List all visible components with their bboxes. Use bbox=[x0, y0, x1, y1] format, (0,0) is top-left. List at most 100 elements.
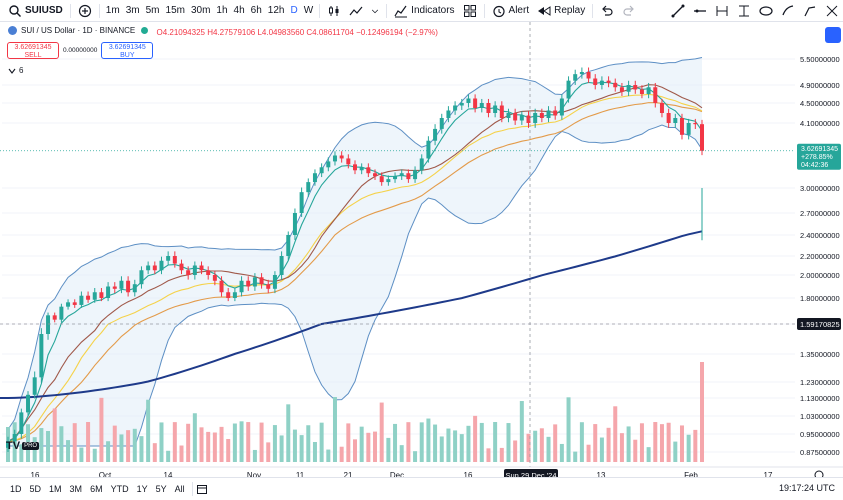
volume-bar bbox=[679, 425, 684, 462]
range-1m[interactable]: 1M bbox=[49, 484, 62, 494]
candle-body bbox=[192, 265, 197, 275]
range-5y[interactable]: 5Y bbox=[155, 484, 167, 494]
candle-body bbox=[439, 118, 444, 129]
utc-clock[interactable]: 19:17:24 UTC bbox=[778, 483, 835, 493]
chart-area[interactable]: 5.50000000 4.90000000 4.50000000 4.10000000… bbox=[0, 22, 843, 481]
candle-body bbox=[659, 103, 664, 113]
candle-body bbox=[326, 161, 331, 168]
volume-bar bbox=[486, 448, 491, 462]
timeframe-30m[interactable]: 30m bbox=[190, 5, 211, 16]
timeframe-1m[interactable]: 1m bbox=[105, 5, 120, 16]
alert-button[interactable]: Alert bbox=[488, 0, 534, 22]
volume-bar bbox=[546, 436, 551, 462]
volume-bar bbox=[566, 397, 571, 462]
brush-tool[interactable] bbox=[777, 0, 799, 22]
buy-price: 3.62691345 bbox=[108, 44, 146, 51]
candle-body bbox=[159, 260, 164, 271]
volume-bar bbox=[126, 430, 131, 462]
candle-body bbox=[279, 256, 284, 275]
range-tool[interactable] bbox=[733, 0, 755, 22]
volume-bar bbox=[459, 434, 464, 462]
range-3m[interactable]: 3M bbox=[69, 484, 83, 494]
range-all[interactable]: All bbox=[174, 484, 185, 494]
timeframe-1h[interactable]: 1h bbox=[216, 5, 228, 16]
price-chart[interactable]: 5.50000000 4.90000000 4.50000000 4.10000000… bbox=[0, 22, 843, 481]
candle-body bbox=[399, 173, 404, 177]
range-1d[interactable]: 1D bbox=[10, 484, 22, 494]
volume-bar bbox=[292, 429, 297, 462]
brush-icon bbox=[782, 4, 794, 15]
candle-body bbox=[86, 295, 91, 300]
candle-body bbox=[252, 277, 257, 287]
volume-bar bbox=[673, 441, 678, 462]
crosshair-date-text: Sun 29 Dec '24 bbox=[505, 471, 556, 477]
volume-bar bbox=[619, 433, 624, 462]
volume-bar bbox=[419, 422, 424, 462]
price-tick-label: 0.95000000 bbox=[800, 430, 840, 439]
indicators-button[interactable]: Indicators bbox=[390, 0, 458, 22]
range-1y[interactable]: 1Y bbox=[136, 484, 148, 494]
chevron-button[interactable] bbox=[367, 0, 383, 22]
timeframe-15m[interactable]: 15m bbox=[165, 5, 185, 16]
path-tool[interactable] bbox=[799, 0, 821, 22]
volume-bar bbox=[479, 422, 484, 462]
candle-body bbox=[292, 213, 297, 235]
calendar-icon[interactable] bbox=[196, 483, 208, 495]
volume-bar bbox=[519, 401, 524, 462]
volume-bar bbox=[159, 422, 164, 462]
replay-button[interactable]: Replay bbox=[533, 0, 589, 22]
volume-bar bbox=[579, 422, 584, 462]
search-icon bbox=[9, 4, 21, 17]
measure-tool[interactable] bbox=[711, 0, 733, 22]
sell-price: 3.62691345 bbox=[14, 44, 52, 51]
candle-body bbox=[46, 315, 51, 334]
compare-button[interactable] bbox=[74, 0, 96, 22]
candle-body bbox=[199, 265, 204, 271]
range-5d[interactable]: 5D bbox=[29, 484, 42, 494]
indicator-count: 6 bbox=[19, 66, 24, 75]
timeframe-12h[interactable]: 12h bbox=[267, 5, 285, 16]
redo-button[interactable] bbox=[618, 0, 640, 22]
candle-body bbox=[386, 179, 391, 183]
candle-body bbox=[106, 286, 111, 298]
candle-body bbox=[619, 87, 624, 92]
time-tick-label: 11 bbox=[296, 471, 305, 477]
timeframe-5m[interactable]: 5m bbox=[145, 5, 160, 16]
crosshair-price-tag bbox=[797, 318, 841, 330]
candle-body bbox=[172, 256, 177, 264]
volume-bar bbox=[259, 422, 264, 462]
indicators-toggle[interactable]: 6 bbox=[8, 66, 23, 75]
timeframe-D[interactable]: D bbox=[290, 5, 298, 16]
timeframe-4h[interactable]: 4h bbox=[233, 5, 245, 16]
ellipse-icon bbox=[759, 5, 773, 16]
volume-bar bbox=[533, 430, 538, 462]
range-6m[interactable]: 6M bbox=[90, 484, 103, 494]
bar-type-button[interactable] bbox=[323, 0, 345, 22]
buy-button[interactable]: 3.62691345 BUY bbox=[101, 42, 154, 59]
volume-bar bbox=[299, 435, 304, 462]
timeframe-6h[interactable]: 6h bbox=[250, 5, 262, 16]
timeframe-W[interactable]: W bbox=[303, 5, 314, 16]
layouts-button[interactable] bbox=[459, 0, 481, 22]
line-chart-button[interactable] bbox=[345, 0, 367, 22]
ellipse-tool[interactable] bbox=[755, 0, 777, 22]
sell-button[interactable]: 3.62691345 SELL bbox=[7, 42, 59, 59]
bottom-bar: 1D 5D 1M 3M 6M YTD 1Y 5Y All 19:17:24 UTC bbox=[0, 477, 843, 500]
price-tick-label: 2.70000000 bbox=[800, 209, 840, 218]
ema-yellow-line bbox=[7, 93, 703, 442]
volume-bar bbox=[192, 413, 197, 462]
symbol-search[interactable]: SUIUSD bbox=[4, 0, 67, 22]
chart-settings-icon[interactable] bbox=[825, 27, 841, 43]
volume-bar bbox=[526, 433, 531, 462]
undo-button[interactable] bbox=[596, 0, 618, 22]
horizontal-ray-tool[interactable] bbox=[689, 0, 711, 22]
candle-body bbox=[59, 306, 64, 320]
cross-tool[interactable] bbox=[821, 0, 843, 22]
candle-body bbox=[653, 87, 658, 103]
divider bbox=[191, 482, 193, 496]
trend-line-tool[interactable] bbox=[667, 0, 689, 22]
timeframe-3m[interactable]: 3m bbox=[125, 5, 140, 16]
candle-body bbox=[286, 235, 291, 256]
range-ytd[interactable]: YTD bbox=[110, 484, 129, 494]
last-price-text: 3.62691345 bbox=[801, 146, 838, 153]
